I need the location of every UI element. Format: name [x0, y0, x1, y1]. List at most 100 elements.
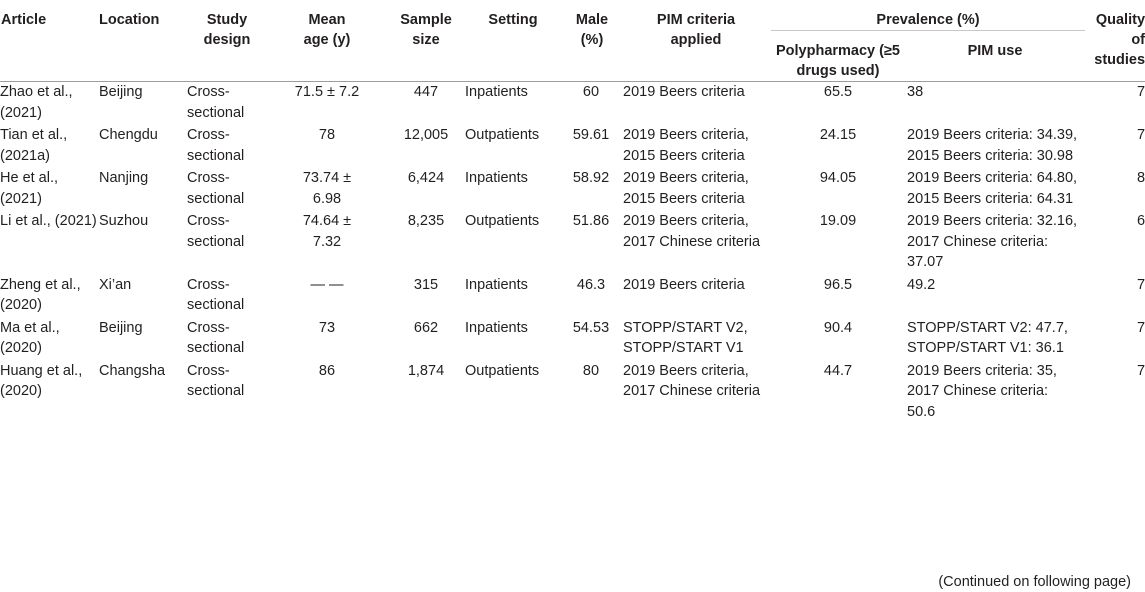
col-header-pim-use: PIM use [967, 43, 1023, 59]
cell-sample-size: 447 [387, 81, 465, 123]
cell-study-design: Cross-sectional [187, 276, 245, 314]
col-header-pim-criteria: PIM criteria applied [656, 12, 736, 48]
header-row: Article Location Study design Mean age (… [0, 0, 1145, 68]
cell-quality: 7 [1136, 276, 1145, 293]
cell-sample-size: 8,235 [407, 213, 445, 229]
cell-study-design: Cross-sectional [187, 362, 245, 400]
cell-sample-size: 6,424 [407, 170, 445, 186]
cell-quality: 6 [1136, 213, 1145, 229]
col-header-article: Article [1, 12, 47, 28]
cell-quality: 7 [1085, 81, 1145, 123]
col-header-study-design: Study design [203, 12, 251, 48]
cell-sample-size: 12,005 [403, 127, 449, 143]
cell-pim-use: 2019 Beers criteria: 32.16, 2017 Chinese… [907, 213, 1078, 270]
cell-pim-use: 49.2 [907, 276, 936, 293]
cell-mean-age: 73 [318, 319, 336, 336]
cell-polypharmacy: 19.09 [819, 213, 857, 229]
cell-location: Chengdu [99, 127, 158, 143]
cell-pim-criteria: 2019 Beers criteria, 2017 Chinese criter… [623, 362, 761, 400]
col-header-sample-size: Sample size [400, 12, 452, 48]
cell-pim-criteria: 2019 Beers criteria, 2017 Chinese criter… [623, 213, 761, 250]
cell-sample-size: 315 [413, 276, 439, 293]
cell-mean-age: 74.64 ± 7.32 [302, 213, 352, 250]
cell-article: Ma et al., (2020) [0, 319, 60, 357]
cell-mean-age: 86 [318, 362, 336, 379]
cell-pim-criteria: 2019 Beers criteria, 2015 Beers criteria [623, 127, 749, 164]
studies-table: Article Location Study design Mean age (… [0, 0, 1145, 423]
cell-quality: 7 [1136, 127, 1145, 143]
cell-male: 60 [561, 81, 621, 123]
cell-male: 54.53 [572, 319, 610, 336]
cell-pim-criteria: 2019 Beers criteria, 2015 Beers criteria [623, 170, 749, 207]
subheader-row: Polypharmacy (≥5 drugs used) PIM use [0, 31, 1145, 82]
table-row: Li et al., (2021) Suzhou Cross-sectional 74… [0, 209, 1145, 273]
table-row: Ma et al., (2020) Beijing Cross-sectional 7… [0, 316, 1145, 359]
cell-polypharmacy: 65.5 [771, 81, 905, 123]
cell-polypharmacy: 90.4 [823, 319, 853, 336]
cell-male: 59.61 [572, 127, 610, 143]
cell-setting: Outpatients [465, 127, 540, 143]
cell-sample-size: 662 [413, 319, 439, 336]
cell-location: Beijing [99, 319, 143, 336]
cell-polypharmacy: 24.15 [819, 127, 857, 143]
cell-mean-age: — — [310, 276, 344, 293]
cell-mean-age: 73.74 ± 6.98 [302, 170, 352, 207]
continued-note: (Continued on following page) [938, 574, 1131, 590]
cell-male: 46.3 [576, 276, 606, 293]
cell-study-design: Cross-sectional [187, 319, 245, 357]
cell-location: Changsha [99, 362, 166, 379]
cell-sample-size: 1,874 [407, 362, 445, 379]
cell-pim-use: 38 [905, 81, 1086, 123]
col-header-mean-age: Mean age (y) [303, 12, 351, 48]
col-header-quality: Quality of studies [1094, 12, 1145, 68]
table-row: Zheng et al., (2020) Xi’an Cross-sectional… [0, 273, 1145, 316]
cell-location: Nanjing [99, 170, 149, 186]
cell-male: 58.92 [572, 170, 610, 186]
cell-setting: Inpatients [465, 319, 528, 336]
table-body: Zhao et al., (2021) Beijing Cross-sectiona… [0, 81, 1145, 423]
cell-mean-age: 78 [318, 127, 336, 143]
cell-study-design: Cross-sectional [187, 170, 245, 207]
cell-male: 51.86 [572, 213, 610, 229]
cell-setting: Inpatients [465, 81, 561, 123]
cell-study-design: Cross-sectional [187, 127, 245, 164]
cell-polypharmacy: 44.7 [823, 362, 853, 379]
col-header-male: Male (%) [575, 12, 609, 48]
table-row: Tian et al., (2021a) Chengdu Cross-section… [0, 123, 1145, 166]
table-row: Zhao et al., (2021) Beijing Cross-sectiona… [0, 81, 1145, 123]
cell-location: Xi’an [99, 276, 132, 293]
cell-location: Beijing [99, 81, 187, 123]
cell-article: Zhao et al., (2021) [0, 81, 99, 123]
table-row: Huang et al., (2020) Changsha Cross-sectio… [0, 359, 1145, 423]
cell-study-design: Cross-sectional [187, 213, 245, 250]
cell-pim-use: 2019 Beers criteria: 34.39, 2015 Beers c… [907, 127, 1078, 164]
cell-male: 80 [582, 362, 600, 379]
cell-article: Li et al., (2021) [0, 213, 97, 229]
cell-article: Tian et al., (2021a) [0, 127, 68, 164]
col-header-polypharmacy: Polypharmacy (≥5 drugs used) [775, 43, 900, 79]
cell-pim-criteria: 2019 Beers criteria [623, 276, 745, 293]
col-header-prevalence: Prevalence (%) [771, 0, 1086, 31]
table-row: He et al., (2021) Nanjing Cross-sectional 7… [0, 166, 1145, 209]
cell-polypharmacy: 96.5 [823, 276, 853, 293]
cell-study-design: Cross-sectional [187, 81, 267, 123]
cell-setting: Inpatients [465, 170, 528, 186]
cell-polypharmacy: 94.05 [819, 170, 857, 186]
cell-article: Huang et al., (2020) [0, 362, 83, 400]
cell-setting: Inpatients [465, 276, 528, 293]
cell-article: He et al., (2021) [0, 170, 59, 207]
cell-quality: 7 [1136, 319, 1145, 336]
cell-location: Suzhou [99, 213, 149, 229]
cell-pim-criteria: STOPP/START V2, STOPP/START V1 [623, 319, 748, 357]
col-header-setting: Setting [488, 12, 538, 28]
cell-pim-criteria: 2019 Beers criteria [621, 81, 771, 123]
cell-pim-use: STOPP/START V2: 47.7, STOPP/START V1: 36… [907, 319, 1068, 357]
cell-quality: 7 [1136, 362, 1145, 379]
cell-setting: Outpatients [465, 213, 540, 229]
cell-pim-use: 2019 Beers criteria: 64.80, 2015 Beers c… [907, 170, 1078, 207]
cell-quality: 8 [1136, 170, 1145, 186]
cell-article: Zheng et al., (2020) [0, 276, 81, 314]
cell-pim-use: 2019 Beers criteria: 35, 2017 Chinese cr… [907, 362, 1057, 420]
cell-mean-age: 71.5 ± 7.2 [267, 81, 387, 123]
cell-setting: Outpatients [465, 362, 540, 379]
